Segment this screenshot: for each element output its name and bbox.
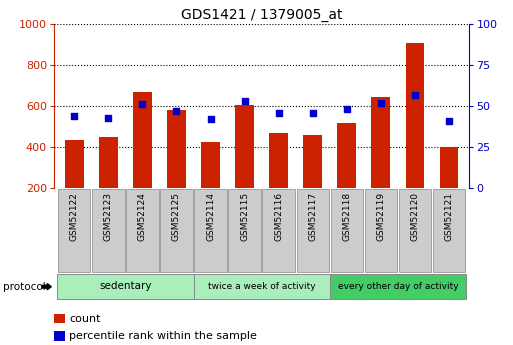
Text: GSM52125: GSM52125: [172, 192, 181, 241]
Point: [377, 100, 385, 106]
Bar: [338, 124, 356, 188]
Text: every other day of activity: every other day of activity: [338, 282, 458, 291]
FancyBboxPatch shape: [92, 189, 125, 272]
Text: GSM52114: GSM52114: [206, 192, 215, 241]
Text: GSM52117: GSM52117: [308, 192, 317, 242]
Title: GDS1421 / 1379005_at: GDS1421 / 1379005_at: [181, 8, 342, 22]
FancyBboxPatch shape: [330, 274, 466, 299]
Text: GSM52119: GSM52119: [377, 192, 385, 242]
Point: [70, 113, 78, 119]
Bar: [440, 147, 458, 188]
Bar: [269, 133, 288, 188]
FancyBboxPatch shape: [297, 189, 329, 272]
Point: [104, 115, 112, 120]
FancyBboxPatch shape: [399, 189, 431, 272]
FancyBboxPatch shape: [58, 189, 90, 272]
Text: GSM52115: GSM52115: [240, 192, 249, 242]
FancyBboxPatch shape: [263, 189, 295, 272]
Bar: [65, 140, 84, 188]
Point: [241, 98, 249, 104]
Text: protocol: protocol: [3, 282, 45, 292]
Text: count: count: [69, 314, 101, 324]
Text: GSM52120: GSM52120: [410, 192, 420, 241]
FancyBboxPatch shape: [330, 189, 363, 272]
Text: GSM52123: GSM52123: [104, 192, 113, 241]
FancyBboxPatch shape: [194, 189, 227, 272]
Bar: [133, 92, 152, 188]
Bar: [167, 110, 186, 188]
Point: [274, 110, 283, 115]
Text: GSM52116: GSM52116: [274, 192, 283, 242]
Text: percentile rank within the sample: percentile rank within the sample: [69, 332, 257, 341]
Bar: [371, 97, 390, 188]
Bar: [303, 135, 322, 188]
Bar: [201, 142, 220, 188]
FancyBboxPatch shape: [193, 274, 330, 299]
FancyBboxPatch shape: [228, 189, 261, 272]
Bar: [235, 105, 254, 188]
FancyBboxPatch shape: [433, 189, 465, 272]
Bar: [406, 42, 424, 188]
FancyBboxPatch shape: [365, 189, 397, 272]
Text: twice a week of activity: twice a week of activity: [208, 282, 315, 291]
Point: [139, 102, 147, 107]
FancyBboxPatch shape: [160, 189, 193, 272]
FancyBboxPatch shape: [126, 189, 159, 272]
Point: [206, 117, 214, 122]
Text: sedentary: sedentary: [99, 282, 152, 291]
Text: GSM52124: GSM52124: [138, 192, 147, 241]
Point: [309, 110, 317, 115]
Point: [445, 118, 453, 124]
Bar: [99, 137, 117, 188]
Text: GSM52118: GSM52118: [342, 192, 351, 242]
FancyBboxPatch shape: [57, 274, 193, 299]
Point: [172, 108, 181, 114]
Text: GSM52122: GSM52122: [70, 192, 79, 241]
Text: GSM52121: GSM52121: [444, 192, 453, 241]
Point: [343, 107, 351, 112]
Point: [411, 92, 419, 97]
